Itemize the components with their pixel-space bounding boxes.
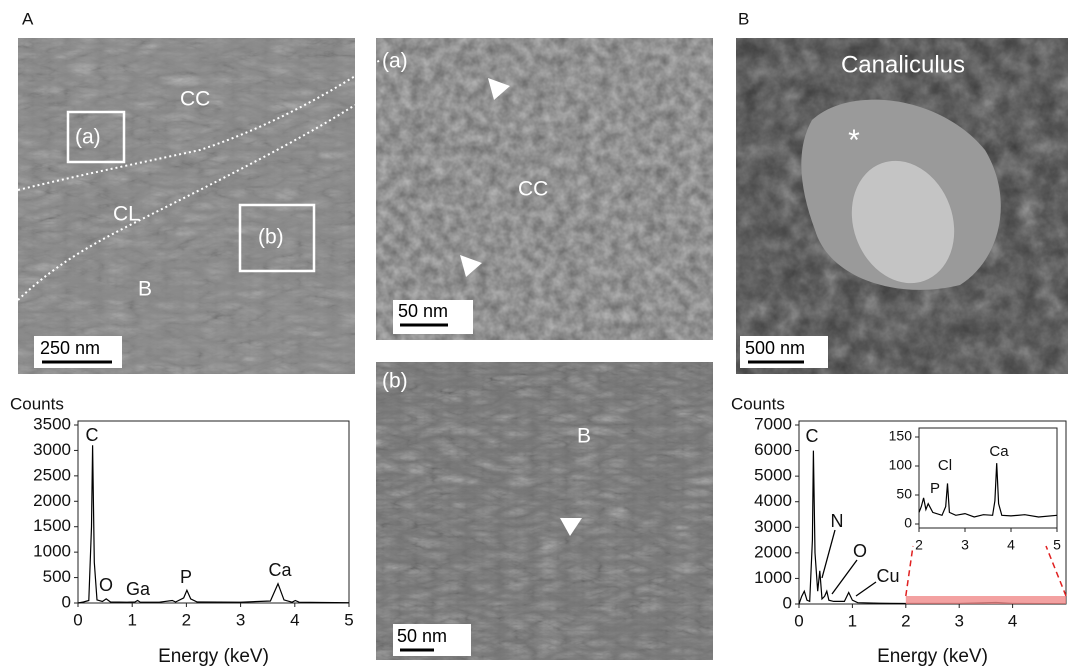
- x-tick-label: 4: [290, 610, 299, 629]
- zoom-guide: [1046, 546, 1066, 596]
- peak-label: C: [86, 425, 99, 445]
- x-tick-label: 0: [794, 611, 803, 630]
- y-axis-label: Counts: [10, 394, 64, 413]
- spectrum-line: [78, 445, 349, 603]
- x-tick-label: 5: [1053, 537, 1061, 553]
- x-tick-label: 4: [1007, 537, 1015, 553]
- micrograph-texture: [376, 362, 713, 660]
- image-label: B: [577, 425, 591, 448]
- peak-label: Ca: [268, 560, 292, 580]
- peak-label: Cu: [876, 566, 899, 586]
- scale-bar-label: 50 nm: [398, 301, 448, 321]
- y-tick-label: 2000: [33, 491, 71, 510]
- y-tick-label: 1000: [754, 568, 792, 587]
- scale-bar-label: 500 nm: [745, 338, 805, 358]
- peak-label: C: [806, 426, 819, 446]
- peak-arrow: [832, 560, 857, 594]
- panel-letter: B: [738, 9, 749, 28]
- peak-label: Ga: [126, 579, 151, 599]
- peak-label: P: [930, 480, 940, 497]
- y-tick-label: 0: [62, 592, 71, 611]
- peak-label: P: [180, 567, 192, 587]
- x-tick-label: 1: [127, 610, 136, 629]
- x-tick-label: 5: [344, 610, 353, 629]
- y-tick-label: 500: [43, 567, 71, 586]
- x-tick-label: 4: [1008, 611, 1017, 630]
- y-tick-label: 6000: [754, 440, 792, 459]
- y-tick-label: 150: [889, 428, 913, 444]
- scale-bar-label: 50 nm: [397, 626, 447, 646]
- y-tick-label: 3500: [33, 414, 71, 433]
- marker: *: [848, 124, 860, 157]
- peak-arrow: [822, 530, 835, 578]
- peak-label: O: [853, 541, 867, 561]
- image-label: CC: [518, 178, 548, 201]
- x-tick-label: 3: [954, 611, 963, 630]
- y-tick-label: 2500: [33, 465, 71, 484]
- y-tick-label: 0: [904, 515, 912, 531]
- panel-letter: A: [22, 9, 34, 28]
- scale-bar-label: 250 nm: [40, 338, 100, 358]
- peak-label: Cl: [938, 457, 952, 474]
- image-label: CL: [113, 203, 140, 226]
- y-tick-label: 7000: [754, 414, 792, 433]
- y-tick-label: 100: [889, 457, 913, 473]
- x-tick-label: 2: [182, 610, 191, 629]
- y-tick-label: 0: [783, 593, 792, 612]
- page: A B CC CL (a) (b) B 250 nm (a) CC 50 nm …: [0, 0, 1068, 672]
- y-tick-label: 1000: [33, 542, 71, 561]
- peak-label: O: [99, 575, 113, 595]
- y-tick-label: 2000: [754, 542, 792, 561]
- peak-label: Ca: [989, 443, 1009, 460]
- plot-frame: [78, 421, 349, 603]
- image-label: CC: [180, 88, 210, 111]
- y-tick-label: 5000: [754, 466, 792, 485]
- y-tick-label: 50: [896, 486, 912, 502]
- image-label: (b): [258, 226, 284, 249]
- y-tick-label: 1500: [33, 516, 71, 535]
- x-tick-label: 0: [73, 610, 82, 629]
- image-label: B: [138, 278, 152, 301]
- zoom-band: [906, 596, 1066, 604]
- y-tick-label: 4000: [754, 491, 792, 510]
- y-tick-label: 3000: [33, 440, 71, 459]
- x-axis-label: Energy (keV): [158, 646, 269, 667]
- x-tick-label: 1: [848, 611, 857, 630]
- figure: A B CC CL (a) (b) B 250 nm (a) CC 50 nm …: [0, 0, 1068, 667]
- y-tick-label: 3000: [754, 517, 792, 536]
- plot-frame: [919, 428, 1057, 528]
- x-axis-label: Energy (keV): [877, 646, 988, 667]
- x-tick-label: 2: [901, 611, 910, 630]
- peak-label: N: [831, 511, 844, 531]
- x-tick-label: 2: [915, 537, 923, 553]
- x-tick-label: 3: [236, 610, 245, 629]
- image-label: (a): [75, 126, 101, 149]
- zoom-guide: [906, 546, 913, 596]
- y-axis-label: Counts: [731, 394, 785, 413]
- image-label: Canaliculus: [841, 51, 965, 78]
- x-tick-label: 3: [961, 537, 969, 553]
- peak-arrow: [856, 582, 876, 596]
- panel-letter: (b): [382, 370, 408, 393]
- panel-letter: (a): [382, 50, 408, 73]
